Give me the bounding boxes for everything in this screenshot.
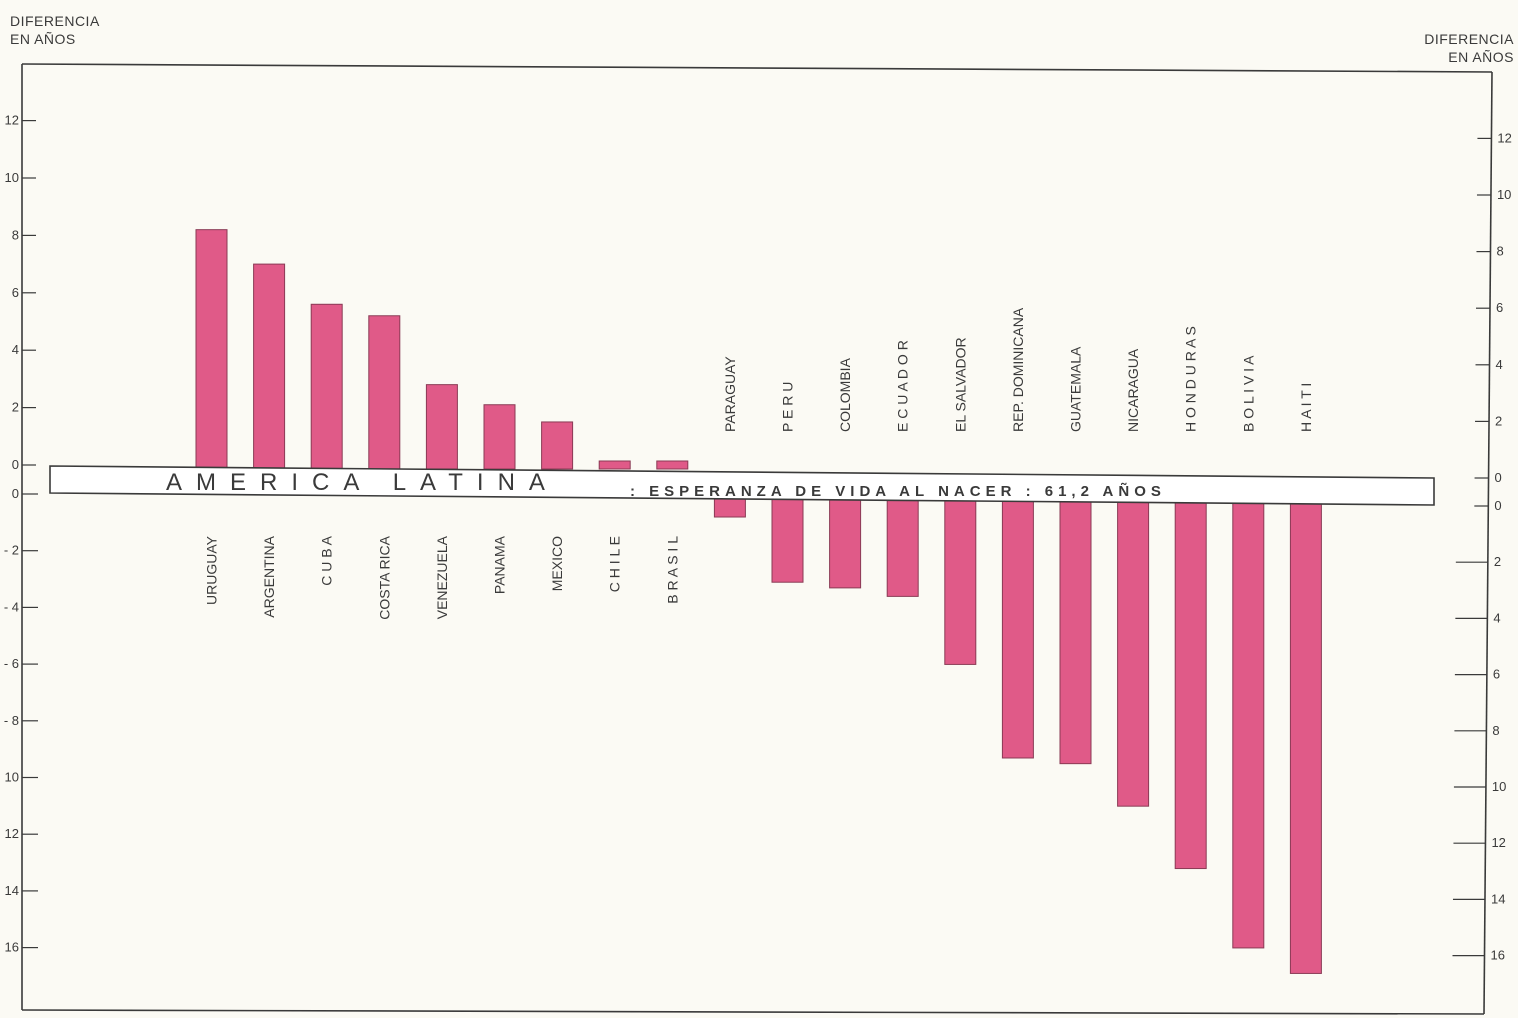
left-tick-label: 10 <box>5 770 19 785</box>
category-label: PARAGUAY <box>722 356 738 432</box>
category-label: PANAMA <box>492 535 508 594</box>
category-label: H A I T I <box>1298 383 1314 432</box>
left-tick-label: 2 <box>12 400 19 415</box>
left-tick-label: 8 <box>12 227 19 242</box>
frame-bottom <box>21 1009 1485 1015</box>
right-tick-label: 16 <box>1490 948 1504 963</box>
right-tick-label: 8 <box>1492 723 1499 738</box>
category-label: COLOMBIA <box>837 357 853 432</box>
bar <box>1117 495 1150 807</box>
right-tick-label: 12 <box>1497 130 1511 145</box>
category-label: ARGENTINA <box>261 535 277 617</box>
right-tick-label: 6 <box>1493 667 1500 682</box>
bar <box>310 303 343 470</box>
left-axis-title: DIFERENCIA EN AÑOS <box>10 13 100 47</box>
bar <box>771 495 804 583</box>
left-tick-label: - 8 <box>4 713 19 728</box>
bar <box>483 404 516 470</box>
bar <box>886 495 919 597</box>
bar <box>1001 495 1034 759</box>
right-tick-label: 2 <box>1494 554 1501 569</box>
bar <box>541 421 574 470</box>
bar <box>656 460 689 470</box>
left-tick-label: 14 <box>5 883 19 898</box>
category-label: C H I L E <box>607 536 623 592</box>
category-labels: URUGUAY ARGENTINA C U B A COSTA RICA VENEZUE… <box>204 307 1314 620</box>
left-tick-label: - 4 <box>4 599 19 614</box>
bar <box>1174 495 1207 870</box>
category-label: H O N D U R A S <box>1183 326 1199 432</box>
category-label: REP. DOMINICANA <box>1010 307 1026 432</box>
right-tick-label: 4 <box>1493 610 1500 625</box>
average-band-box <box>49 465 1435 506</box>
bar <box>1232 495 1265 949</box>
band-subtitle: : ESPERANZA DE VIDA AL NACER : 61,2 AÑOS <box>630 482 1166 500</box>
bar <box>829 495 862 589</box>
right-tick-label: 10 <box>1497 187 1511 202</box>
bar <box>425 384 458 470</box>
category-label: MEXICO <box>549 536 565 591</box>
left-tick-label: 10 <box>5 170 19 185</box>
bar <box>1059 495 1092 765</box>
category-label: NICARAGUA <box>1125 348 1141 432</box>
bar <box>368 315 401 470</box>
right-tick-label: 6 <box>1496 300 1503 315</box>
frame-right <box>1483 71 1493 1015</box>
bar <box>1289 495 1322 974</box>
left-tick-label: 12 <box>5 826 19 841</box>
right-tick-label: 14 <box>1491 891 1505 906</box>
left-tick-label: - 6 <box>4 656 19 671</box>
category-label: VENEZUELA <box>434 535 450 619</box>
bars <box>195 229 1322 974</box>
right-tick-label: 0 <box>1495 470 1502 485</box>
category-label: B R A S I L <box>664 536 680 604</box>
right-tick-label: 12 <box>1491 835 1505 850</box>
right-tick-label: 8 <box>1496 244 1503 259</box>
left-tick-label: 0 <box>12 457 19 472</box>
left-tick-label: 6 <box>12 285 19 300</box>
category-label: EL SALVADOR <box>952 337 968 432</box>
average-band: AMERICA LATINA : ESPERANZA DE VIDA AL NAC… <box>49 465 1435 506</box>
category-label: GUATEMALA <box>1068 346 1084 432</box>
category-label: COSTA RICA <box>376 535 392 619</box>
left-tick-label: - 2 <box>4 543 19 558</box>
band-title: AMERICA LATINA <box>166 469 559 496</box>
chart-frame <box>21 63 1493 1015</box>
bar <box>944 495 977 665</box>
bar <box>598 460 631 470</box>
bar <box>195 229 228 470</box>
category-label: P E R U <box>780 382 796 432</box>
right-tick-label: 10 <box>1492 779 1506 794</box>
right-axis-title: DIFERENCIA EN AÑOS <box>1424 31 1514 65</box>
bar <box>253 263 286 470</box>
right-axis: 0 2 4 6 8 10 12 0 2 4 6 8 10 12 14 16 <box>1452 130 1512 963</box>
right-tick-label: 2 <box>1495 413 1502 428</box>
category-label: URUGUAY <box>204 535 220 605</box>
right-tick-label: 4 <box>1496 357 1503 372</box>
left-tick-label: 0 <box>12 486 19 501</box>
left-tick-label: 16 <box>5 940 19 955</box>
left-tick-label: 12 <box>5 113 19 128</box>
frame-top <box>21 63 1493 73</box>
left-axis: 0 2 4 6 8 10 12 0 - 2 - 4 - 6 - 8 10 12 14 16 <box>4 113 38 955</box>
category-label: B O L I V I A <box>1240 355 1256 432</box>
category-label: E C U A D O R <box>895 340 911 432</box>
left-tick-label: 4 <box>12 342 19 357</box>
right-tick-label: 0 <box>1494 498 1501 513</box>
category-label: C U B A <box>319 535 335 585</box>
